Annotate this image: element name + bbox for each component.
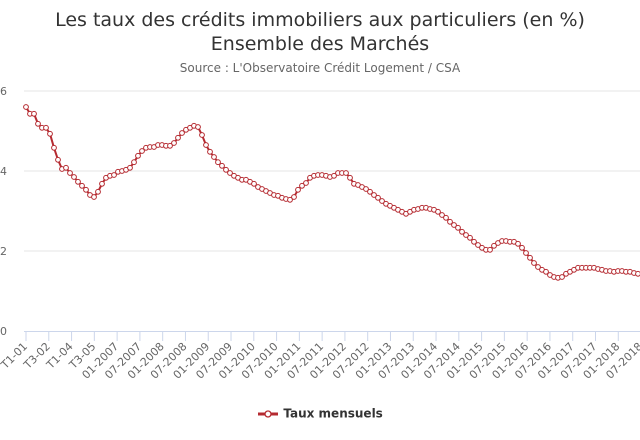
data-point [223, 166, 229, 173]
data-point [543, 268, 549, 275]
series-line [25, 106, 639, 279]
data-point [455, 224, 461, 231]
data-point [363, 186, 369, 192]
data-point [295, 186, 301, 193]
legend-symbol-icon [257, 407, 283, 421]
data-point [303, 180, 309, 186]
data-point [35, 120, 41, 127]
data-point [83, 186, 89, 193]
data-point [443, 214, 449, 221]
data-point [203, 142, 209, 148]
legend-label: Taux mensuels [283, 406, 383, 421]
data-point [139, 148, 145, 154]
data-point [23, 104, 29, 110]
data-point [95, 188, 101, 195]
data-point [467, 234, 473, 241]
data-point [435, 208, 441, 215]
data-point [167, 142, 173, 149]
data-point [31, 110, 37, 117]
data-point [111, 172, 117, 178]
data-point [219, 162, 225, 169]
data-point [251, 180, 257, 187]
data-point [527, 254, 533, 261]
chart-subtitle: Source : L'Observatoire Crédit Logement … [179, 61, 461, 75]
chart-title: Les taux des crédits immobiliers aux par… [55, 9, 585, 31]
data-point [343, 170, 349, 176]
data-point [199, 132, 205, 138]
data-point [179, 130, 185, 136]
data-point [523, 250, 529, 256]
data-point [47, 130, 53, 137]
data-point [367, 188, 373, 195]
chart-title-line2: Ensemble des Marchés [210, 33, 430, 55]
data-point [451, 222, 457, 228]
data-point [559, 274, 565, 280]
legend-item[interactable]: Taux mensuels [0, 406, 640, 421]
data-point [91, 194, 97, 200]
data-point [175, 134, 181, 141]
data-point [331, 172, 337, 179]
data-point [475, 242, 481, 248]
data-point [127, 164, 133, 171]
data-point [635, 270, 640, 277]
data-point [63, 164, 69, 171]
data-point [491, 242, 497, 249]
data-point [447, 218, 453, 225]
data-point [131, 159, 137, 166]
data-point [379, 198, 385, 204]
data-point [519, 244, 525, 251]
data-point [211, 154, 217, 160]
data-point [299, 182, 305, 189]
data-point [531, 260, 537, 266]
data-point [207, 148, 213, 155]
data-point [347, 174, 353, 181]
y-tick-label: 4 [0, 165, 7, 178]
data-point [227, 170, 233, 176]
data-point [43, 124, 49, 131]
data-point [487, 246, 493, 253]
data-point [291, 194, 297, 200]
data-point [71, 174, 77, 180]
data-point [535, 264, 541, 270]
data-point [515, 240, 521, 247]
data-point [171, 140, 177, 146]
data-point [375, 194, 381, 201]
data-point [135, 152, 141, 159]
data-point [67, 170, 73, 176]
data-point [215, 159, 221, 166]
data-point [195, 124, 201, 130]
data-point [459, 228, 465, 235]
data-point [55, 156, 61, 163]
y-tick-label: 6 [0, 85, 7, 98]
data-point [287, 196, 293, 203]
y-tick-label: 0 [0, 325, 7, 338]
data-point [75, 178, 81, 185]
data-point [371, 192, 377, 198]
data-point [51, 144, 57, 151]
data-point [463, 232, 469, 238]
data-point [99, 180, 105, 187]
data-point [471, 238, 477, 245]
y-tick-label: 2 [0, 245, 7, 258]
data-point [439, 212, 445, 218]
data-point [79, 182, 85, 189]
